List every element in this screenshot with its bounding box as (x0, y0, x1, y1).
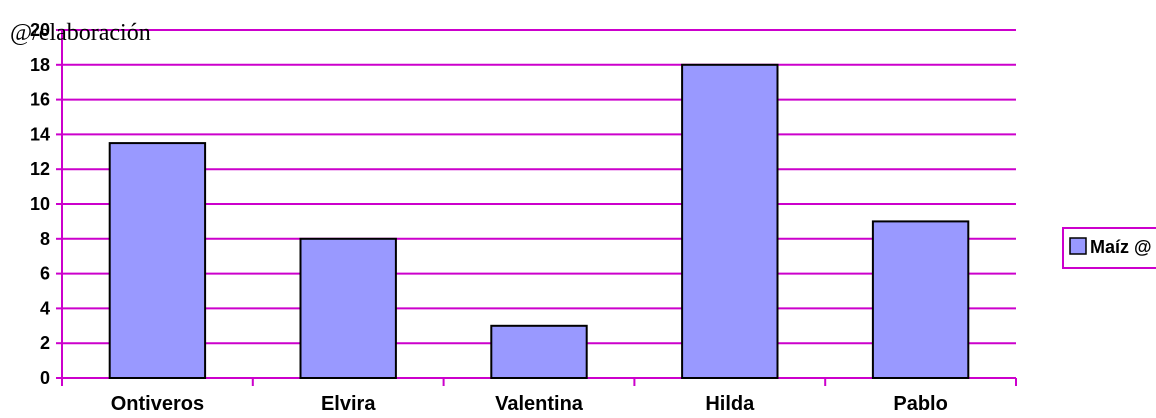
y-tick-label: 10 (30, 194, 50, 214)
bar-hilda (681, 63, 779, 380)
x-category-labels: Ontiveros Elvira Valentina Hilda Pablo (111, 393, 948, 415)
x-category-label: Ontiveros (111, 393, 204, 415)
y-tick-labels: 0 2 4 6 8 10 12 14 16 18 20 (30, 20, 50, 388)
y-tick-label: 6 (40, 264, 50, 284)
y-tick-label: 18 (30, 55, 50, 75)
bar-pablo (871, 220, 970, 379)
x-category-label: Valentina (495, 393, 584, 415)
y-tick-label: 0 (40, 368, 50, 388)
y-tick-label: 14 (30, 124, 50, 144)
chart-title: @/elaboración (10, 20, 151, 46)
x-category-label: Pablo (893, 393, 947, 415)
y-tick-label: 16 (30, 90, 50, 110)
x-category-label: Elvira (321, 393, 376, 415)
bar-elvira (299, 237, 397, 379)
y-tick-label: 20 (30, 20, 50, 40)
bar-ontiveros (108, 142, 207, 379)
legend-label: Maíz @ (1090, 237, 1152, 257)
legend-swatch (1069, 237, 1087, 255)
y-tick-label: 12 (30, 159, 50, 179)
gridlines (62, 29, 1016, 345)
legend: Maíz @ (1062, 227, 1156, 269)
bar-valentina (490, 324, 588, 379)
y-tick-label: 4 (40, 298, 50, 318)
y-tick-label: 2 (40, 333, 50, 353)
y-tick-label: 8 (40, 229, 50, 249)
bars (108, 63, 970, 380)
x-category-label: Hilda (705, 393, 755, 415)
